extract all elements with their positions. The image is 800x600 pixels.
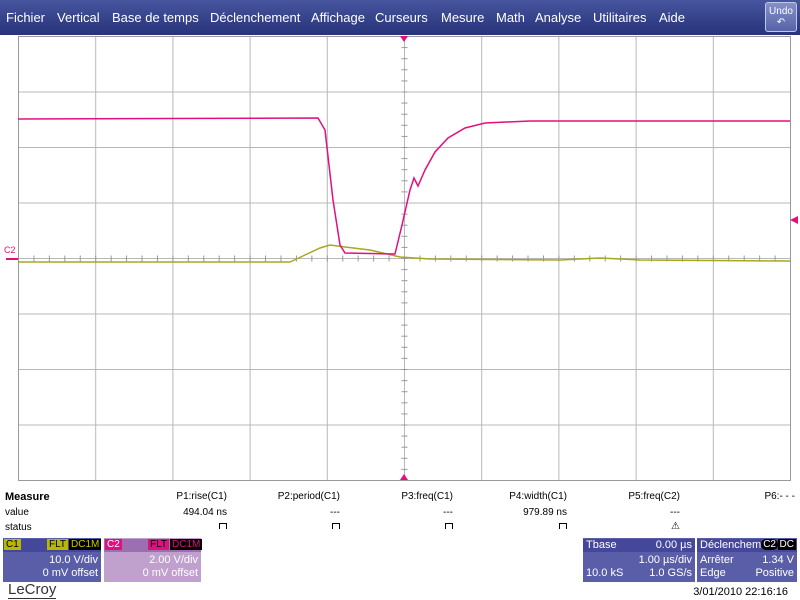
sample-rate: 1.0 GS/s [649,567,692,579]
param-value: --- [443,507,453,518]
param-value: --- [670,507,680,518]
trigger-type: Edge [700,567,726,579]
trigger-level: 1.34 V [762,554,794,566]
menu-item[interactable]: Math [496,10,525,25]
trigger-label: Déclenchem [700,539,762,551]
channel-name: C1 [4,539,21,550]
samples: 10.0 kS [586,567,624,579]
param-header: P2:period(C1) [277,491,340,502]
row-label: status [5,522,32,533]
undo-label: Undo [769,6,793,17]
param-value: --- [330,507,340,518]
status-icon: ⚠ [671,521,680,532]
timestamp: 3/01/2010 22:16:16 [693,586,788,598]
c2-trace-label: C2 [4,245,16,255]
measure-title: Measure [5,491,50,503]
param-header: P5:freq(C2) [628,491,680,502]
offset: 0 mV offset [42,567,98,579]
filter-tag: FLT [148,539,170,550]
timebase-descriptor[interactable]: Tbase 0.00 µs 1.00 µs/div 10.0 kS 1.0 GS… [583,538,695,582]
trigger-source: C2 [761,539,778,550]
trigger-slope: Positive [755,567,794,579]
timebase-label: Tbase [586,539,617,551]
trigger-coupling: DC [777,539,796,550]
trigger-mode: Arrêter [700,554,734,566]
menu-item[interactable]: Affichage [311,10,365,25]
channel-name: C2 [105,539,122,550]
status-icon [117,521,227,532]
menu-item[interactable]: Déclenchement [210,10,301,25]
grid [18,36,791,481]
scale: 10.0 V/div [49,554,98,566]
menu-item[interactable]: Analyse [535,10,582,25]
menu-item[interactable]: Base de temps [112,10,199,25]
trigger-position-marker [400,474,408,480]
param-value: 494.04 ns [183,507,227,518]
param-header: P3:freq(C1) [401,491,453,502]
menu-item[interactable]: Curseurs [375,10,428,25]
menu-item[interactable]: Mesure [441,10,485,25]
menu-bar: Fichier Vertical Base de temps Déclenche… [0,0,800,35]
graticule: C2 [4,36,798,481]
scale: 2.00 V/div [149,554,198,566]
menu-item[interactable]: Aide [659,10,686,25]
param-header: P4:width(C1) [509,491,567,502]
status-icon [230,521,340,532]
param-header: P1:rise(C1) [176,491,227,502]
trigger-descriptor[interactable]: Déclenchem C2 DC Arrêter 1.34 V Edge Pos… [697,538,797,582]
time-scale: 1.00 µs/div [638,554,692,566]
param-header: P6:- - - [764,491,795,502]
status-icon [343,521,453,532]
c1-descriptor[interactable]: C1 FLT DC1M 10.0 V/div 0 mV offset [3,538,102,582]
offset: 0 mV offset [142,567,198,579]
param-value: 979.89 ns [523,507,567,518]
coupling-tag: DC1M [170,539,203,550]
trace-c2 [17,117,790,255]
trace-c1 [18,244,791,263]
filter-tag: FLT [47,539,69,550]
menu-item[interactable]: Fichier [6,10,46,25]
trigger-delay-marker [400,36,408,42]
undo-button[interactable]: Undo ↶ [765,2,797,32]
brand-logo: LeCroy [8,581,57,599]
trigger-level-marker [790,216,798,224]
row-label: value [5,507,29,518]
menu-item[interactable]: Utilitaires [593,10,647,25]
c2-descriptor[interactable]: C2 FLT DC1M 2.00 V/div 0 mV offset [104,538,203,582]
menu-item[interactable]: Vertical [57,10,100,25]
undo-icon: ↶ [776,17,786,28]
delay: 0.00 µs [655,539,692,551]
status-icon [457,521,567,532]
coupling-tag: DC1M [69,539,102,550]
